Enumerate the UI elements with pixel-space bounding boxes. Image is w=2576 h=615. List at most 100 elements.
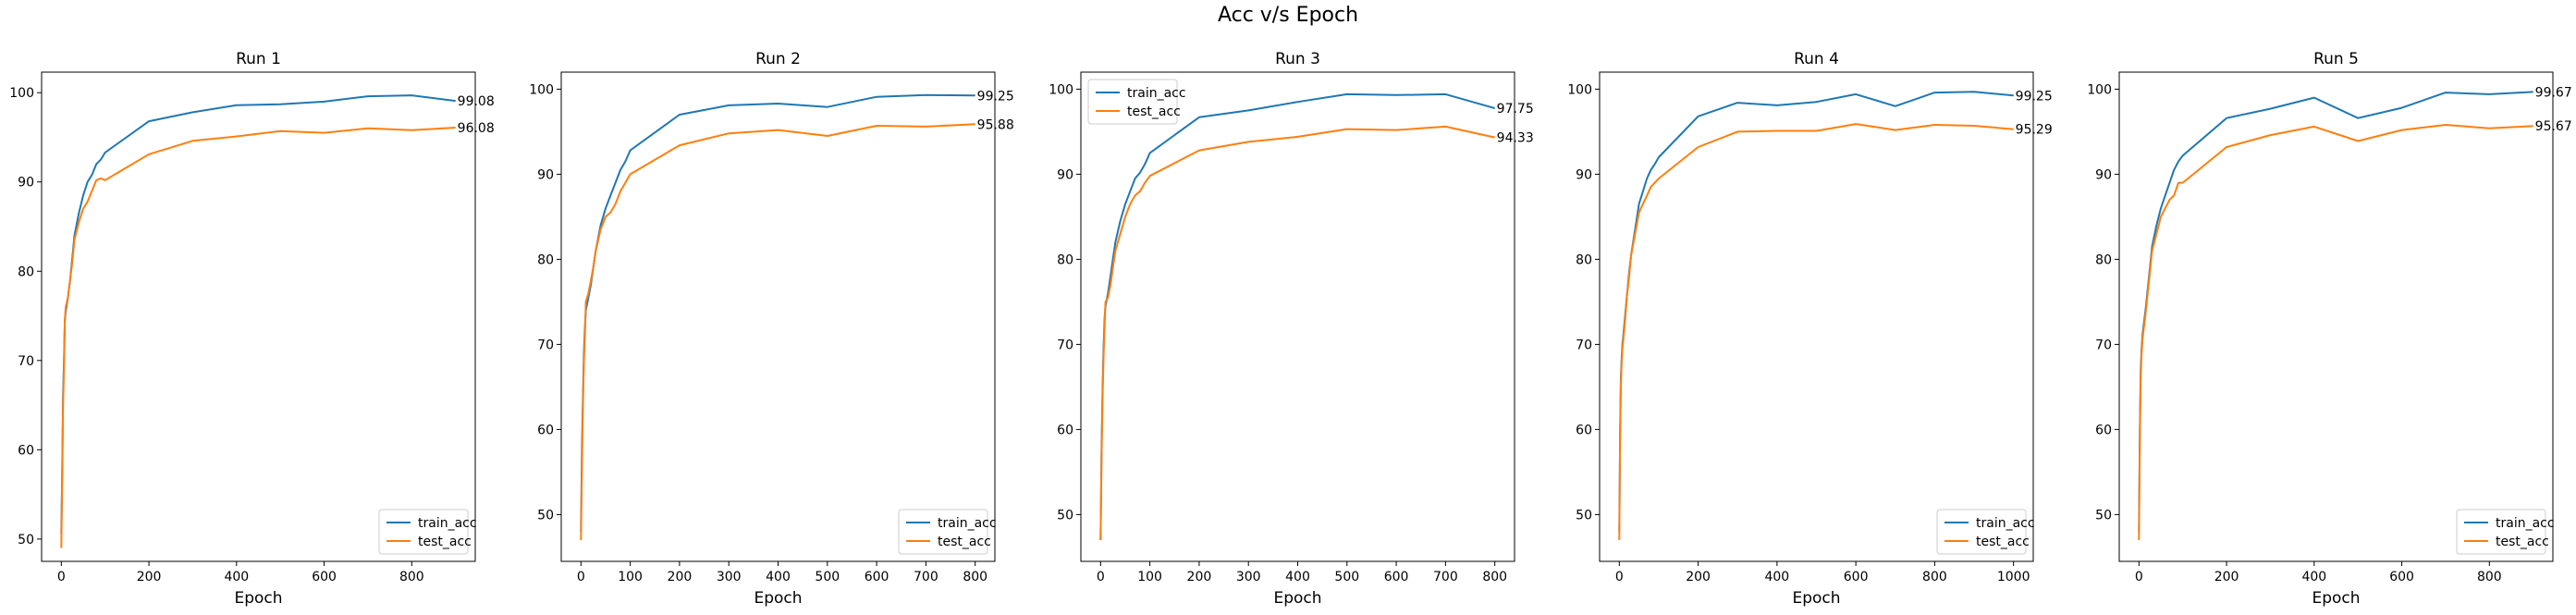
figure-title: Acc v/s Epoch [1217,4,1359,27]
x-tick-label: 800 [1922,570,1947,584]
y-tick-label: 70 [1576,338,1592,352]
series-line-test-acc [60,127,456,548]
x-tick-label: 1000 [1997,570,2030,584]
series-line-test-acc [1099,125,1495,541]
data-label-train-acc: 99.25 [977,89,1014,104]
subplot-title: Run 2 [755,50,801,68]
x-tick-label: 800 [399,570,424,584]
x-tick-label: 800 [2477,570,2502,584]
x-axis-label: Epoch [1792,589,1840,608]
subplot-title: Run 4 [1794,50,1839,68]
y-tick-label: 90 [2095,167,2112,182]
legend-box [2456,509,2546,555]
legend-label-test-acc: test_acc [418,535,472,549]
y-tick-label: 100 [529,82,554,97]
y-tick-label: 50 [2095,508,2112,523]
x-tick-label: 300 [717,570,742,584]
x-tick-label: 200 [1187,570,1212,584]
y-tick-label: 60 [2095,423,2112,437]
axes-frame [2118,71,2554,562]
y-tick-label: 70 [537,338,554,352]
y-tick-label: 100 [1567,82,1592,97]
legend: train_acc test_acc [378,509,477,555]
legend-label-train-acc: train_acc [2496,516,2555,531]
legend-label-test-acc: test_acc [1976,535,2030,549]
y-tick-label: 70 [18,354,34,369]
y-tick-label: 90 [537,167,554,182]
legend-label-train-acc: train_acc [1127,86,1186,101]
y-tick-label: 60 [1576,423,1592,437]
data-label-test-acc: 95.29 [2016,123,2053,138]
x-tick-label: 0 [1615,570,1624,584]
x-tick-label: 500 [815,570,840,584]
x-tick-label: 200 [2214,570,2239,584]
x-tick-label: 500 [1334,570,1359,584]
x-tick-label: 200 [1686,570,1711,584]
legend-box [1087,79,1178,125]
x-tick-label: 600 [865,570,889,584]
data-label-test-acc: 94.33 [1497,131,1534,146]
x-tick-label: 700 [1433,570,1458,584]
y-tick-label: 100 [9,86,34,101]
data-label-test-acc: 95.67 [2535,119,2572,134]
y-tick-label: 90 [1576,167,1592,182]
x-tick-label: 400 [766,570,791,584]
series-line-train-acc [1618,91,2014,532]
series-line-test-acc [580,123,975,541]
legend-label-train-acc: train_acc [1976,516,2035,531]
legend-label-test-acc: test_acc [938,535,991,549]
x-tick-label: 300 [1236,570,1261,584]
x-tick-label: 400 [224,570,249,584]
y-tick-label: 80 [18,264,34,279]
subplot-3: Run 3 97.75 94.33 0 100 200 300 400 500 600 700 800… [1049,50,1534,608]
y-tick-label: 60 [537,423,554,437]
y-tick-label: 100 [2087,82,2112,97]
subplot-title: Run 3 [1275,50,1320,68]
x-axis-label: Epoch [754,589,802,608]
y-tick-label: 70 [2095,338,2112,352]
subplot-5: Run 5 99.67 95.67 0 200 400 600 800 50 60 70 80 90 10… [2087,50,2572,608]
x-tick-label: 800 [963,570,987,584]
x-tick-label: 200 [668,570,693,584]
data-label-train-acc: 99.67 [2535,85,2572,100]
y-tick-label: 90 [1057,167,1073,182]
y-tick-label: 70 [1057,338,1073,352]
axes-frame [1080,71,1515,562]
x-axis-label: Epoch [2312,589,2360,608]
x-axis-label: Epoch [1273,589,1321,608]
x-axis-label: Epoch [234,589,282,608]
series-line-train-acc [2138,91,2533,532]
x-tick-label: 800 [1482,570,1507,584]
x-tick-label: 600 [1844,570,1869,584]
axes-frame [1599,71,2034,562]
y-tick-label: 100 [1049,82,1073,97]
x-tick-label: 100 [618,570,643,584]
legend-label-test-acc: test_acc [2496,535,2549,549]
x-tick-label: 400 [2301,570,2326,584]
x-tick-label: 100 [1137,570,1162,584]
legend-label-train-acc: train_acc [418,516,477,531]
legend: train_acc test_acc [1936,509,2035,555]
series-line-train-acc [1099,92,1495,541]
x-tick-label: 0 [2135,570,2143,584]
data-label-train-acc: 97.75 [1497,102,1534,117]
axes-frame [41,71,476,562]
legend-box [378,509,469,555]
legend-label-test-acc: test_acc [1127,105,1181,119]
legend-box [898,509,988,555]
data-label-train-acc: 99.25 [2016,89,2053,104]
y-tick-label: 80 [1576,252,1592,267]
x-tick-label: 200 [137,570,162,584]
subplot-2: Run 2 99.25 95.88 0 100 200 300 400 500 600 700 800… [529,50,1014,608]
x-tick-label: 0 [1097,570,1105,584]
axes-frame [560,71,996,562]
y-tick-label: 50 [537,508,554,523]
x-tick-label: 700 [914,570,938,584]
legend: train_acc test_acc [2456,509,2555,555]
y-tick-label: 80 [2095,252,2112,267]
subplot-title: Run 5 [2313,50,2359,68]
data-label-test-acc: 96.08 [458,121,495,136]
subplot-1: Run 1 99.08 96.08 0 200 400 600 800 50 60 70 80 90 10… [9,50,495,608]
